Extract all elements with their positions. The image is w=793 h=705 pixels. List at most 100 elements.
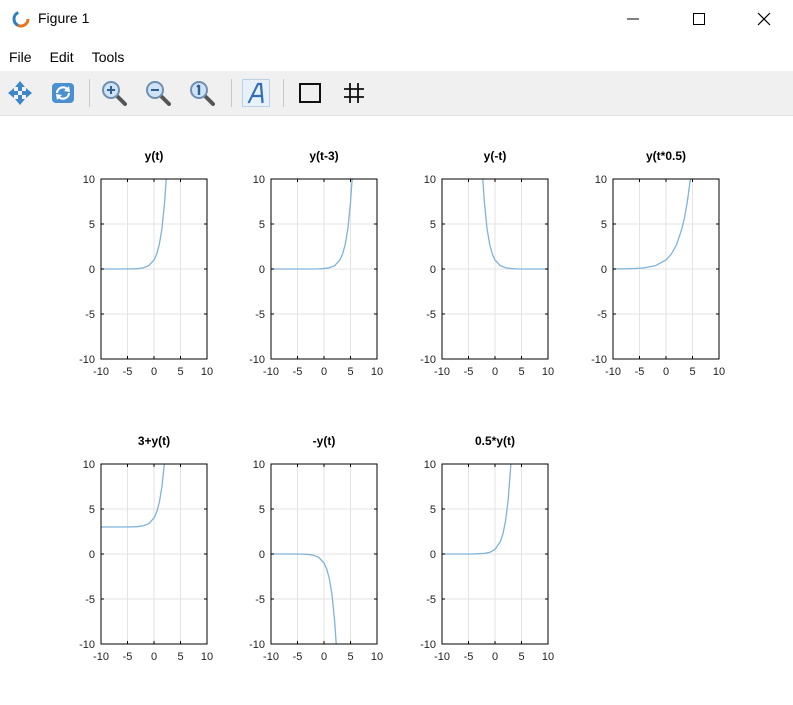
text-icon bbox=[242, 79, 270, 107]
x-tick-label: 5 bbox=[177, 366, 183, 378]
zoom-out-button[interactable] bbox=[142, 77, 174, 109]
octave-logo-icon bbox=[12, 10, 30, 28]
text-button[interactable] bbox=[240, 77, 272, 109]
axes-box-button[interactable] bbox=[294, 77, 326, 109]
x-tick-label: -10 bbox=[263, 366, 279, 378]
menu-edit[interactable]: Edit bbox=[49, 49, 74, 65]
y-tick-label: -10 bbox=[79, 639, 95, 651]
x-tick-label: 10 bbox=[542, 366, 554, 378]
grid-button[interactable] bbox=[338, 77, 370, 109]
x-tick-label: -5 bbox=[293, 366, 303, 378]
x-tick-label: 5 bbox=[347, 366, 353, 378]
x-tick-label: 10 bbox=[371, 366, 383, 378]
grid-icon bbox=[344, 83, 364, 103]
zoom-reset-button[interactable] bbox=[186, 77, 218, 109]
x-tick-label: 0 bbox=[151, 651, 157, 663]
y-tick-label: 10 bbox=[424, 459, 436, 471]
title-bar: Figure 1 bbox=[0, 0, 793, 38]
menu-tools[interactable]: Tools bbox=[91, 49, 125, 65]
x-tick-label: -10 bbox=[605, 366, 621, 378]
y-tick-label: 5 bbox=[601, 219, 607, 231]
x-tick-label: 5 bbox=[518, 366, 524, 378]
series-line bbox=[613, 179, 692, 270]
x-tick-label: 5 bbox=[347, 651, 353, 663]
subplot-title: y(t) bbox=[145, 149, 164, 163]
window-title: Figure 1 bbox=[38, 10, 90, 26]
y-tick-label: -5 bbox=[426, 594, 436, 606]
x-tick-label: -5 bbox=[464, 366, 474, 378]
menu-file[interactable]: File bbox=[9, 49, 32, 65]
y-tick-label: -5 bbox=[255, 309, 265, 321]
minimize-button[interactable] bbox=[610, 0, 656, 38]
subplot-title: 0.5*y(t) bbox=[475, 434, 515, 448]
rotate-button[interactable] bbox=[47, 77, 79, 109]
toolbar-separator bbox=[231, 79, 232, 107]
y-tick-label: -10 bbox=[420, 354, 436, 366]
close-button[interactable] bbox=[741, 0, 787, 38]
x-tick-label: 10 bbox=[713, 366, 725, 378]
y-tick-label: 5 bbox=[259, 219, 265, 231]
y-tick-label: 10 bbox=[83, 174, 95, 186]
toolbar-separator bbox=[283, 79, 284, 107]
subplot-5: -10 -5 0 5 10 10 5 0 -5 -10 3+y(t) bbox=[79, 434, 213, 663]
x-tick-label: -5 bbox=[464, 651, 474, 663]
y-tick-label: 0 bbox=[430, 549, 436, 561]
zoom-in-icon bbox=[102, 81, 127, 106]
zoom-out-icon bbox=[146, 81, 171, 106]
x-tick-label: -5 bbox=[123, 651, 133, 663]
y-tick-label: -5 bbox=[255, 594, 265, 606]
subplot-4: -10 -5 0 5 10 10 5 0 -5 -10 y(t*0.5) bbox=[591, 149, 725, 378]
zoom-reset-icon bbox=[190, 81, 215, 106]
series-line bbox=[271, 553, 337, 644]
x-tick-label: -5 bbox=[635, 366, 645, 378]
y-tick-label: 0 bbox=[89, 264, 95, 276]
x-tick-label: -10 bbox=[93, 651, 109, 663]
close-icon bbox=[757, 12, 771, 26]
subplot-title: -y(t) bbox=[313, 434, 336, 448]
zoom-in-button[interactable] bbox=[98, 77, 130, 109]
x-tick-label: -5 bbox=[123, 366, 133, 378]
subplot-title: y(t*0.5) bbox=[646, 149, 686, 163]
subplot-1: -10 -5 0 5 10 10 5 0 -5 -10 y(t) bbox=[79, 149, 213, 378]
x-tick-label: 10 bbox=[371, 651, 383, 663]
minimize-icon bbox=[627, 18, 639, 20]
menu-bar: File Edit Tools bbox=[0, 44, 793, 70]
figure-toolbar bbox=[0, 71, 793, 116]
maximize-button[interactable] bbox=[676, 0, 722, 38]
y-tick-label: 0 bbox=[430, 264, 436, 276]
subplot-2: -10 -5 0 5 10 10 5 0 -5 -10 y(t-3) bbox=[249, 149, 383, 378]
y-tick-label: 0 bbox=[259, 264, 265, 276]
x-tick-label: -10 bbox=[434, 366, 450, 378]
x-tick-label: 5 bbox=[689, 366, 695, 378]
y-tick-label: -5 bbox=[85, 309, 95, 321]
x-tick-label: 0 bbox=[663, 366, 669, 378]
y-tick-label: -10 bbox=[591, 354, 607, 366]
subplot-title: y(-t) bbox=[484, 149, 507, 163]
x-tick-label: 0 bbox=[151, 366, 157, 378]
x-tick-label: 10 bbox=[542, 651, 554, 663]
pan-button[interactable] bbox=[4, 77, 36, 109]
y-tick-label: 10 bbox=[424, 174, 436, 186]
x-tick-label: 5 bbox=[177, 651, 183, 663]
x-tick-label: -10 bbox=[434, 651, 450, 663]
rotate-icon bbox=[52, 83, 74, 103]
series-line bbox=[442, 464, 512, 555]
x-tick-label: 0 bbox=[492, 651, 498, 663]
x-tick-label: 5 bbox=[518, 651, 524, 663]
y-tick-label: -10 bbox=[249, 354, 265, 366]
y-tick-label: 5 bbox=[259, 504, 265, 516]
x-tick-label: -10 bbox=[93, 366, 109, 378]
toolbar-separator bbox=[89, 79, 90, 107]
y-tick-label: 5 bbox=[430, 219, 436, 231]
y-tick-label: 0 bbox=[601, 264, 607, 276]
series-line bbox=[101, 464, 165, 528]
y-tick-label: -10 bbox=[249, 639, 265, 651]
y-tick-label: 10 bbox=[595, 174, 607, 186]
x-tick-label: 0 bbox=[321, 366, 327, 378]
y-tick-label: -5 bbox=[85, 594, 95, 606]
y-tick-label: 5 bbox=[430, 504, 436, 516]
axes-box-icon bbox=[299, 83, 321, 103]
x-tick-label: 10 bbox=[201, 366, 213, 378]
y-tick-label: 5 bbox=[89, 504, 95, 516]
